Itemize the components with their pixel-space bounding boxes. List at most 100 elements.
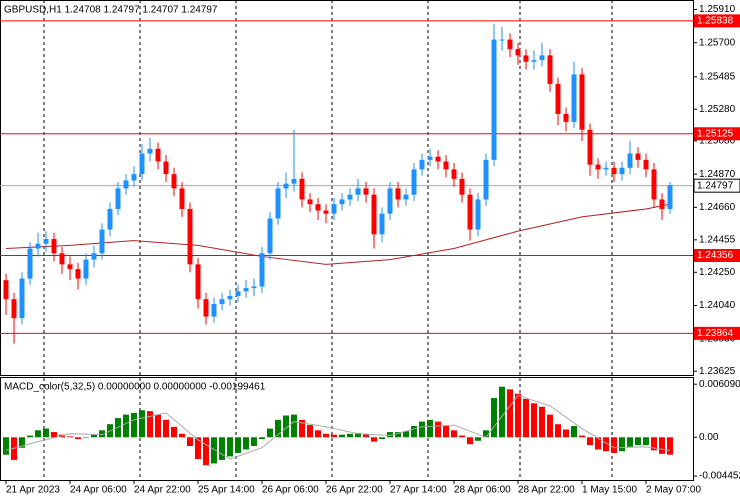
macd-bar xyxy=(235,437,241,453)
candle-body xyxy=(595,164,601,170)
candle-body xyxy=(19,278,25,319)
macd-bar xyxy=(251,437,257,446)
y-tick-label: 1.25910 xyxy=(699,4,736,15)
candle-body xyxy=(363,188,369,195)
macd-bar xyxy=(51,432,57,438)
candle-body xyxy=(211,303,217,317)
candle-body xyxy=(611,167,617,175)
candle-body xyxy=(123,180,129,189)
macd-bar xyxy=(595,437,601,450)
macd-bar xyxy=(139,410,145,438)
level-tag xyxy=(694,326,740,340)
candle-body xyxy=(467,194,473,230)
x-tick-label: 28 Apr 06:00 xyxy=(454,485,511,496)
macd-signal xyxy=(5,394,671,460)
last-price-label: 1.24797 xyxy=(697,180,734,191)
macd-bar xyxy=(171,426,177,438)
macd-bar xyxy=(483,430,489,438)
candle-body xyxy=(11,299,17,319)
macd-bar xyxy=(307,425,313,438)
moving-average xyxy=(5,203,671,265)
macd-bar xyxy=(83,437,89,438)
macd-bar xyxy=(291,414,297,438)
candle-body xyxy=(27,248,33,279)
candle-body xyxy=(235,291,241,297)
y-tick-label: 1.24870 xyxy=(699,169,736,180)
macd-bar xyxy=(19,437,25,448)
macd-bar xyxy=(227,437,233,457)
macd-bar xyxy=(131,412,137,438)
x-tick-label: 21 Apr 2023 xyxy=(6,485,60,496)
candle-body xyxy=(547,55,553,84)
macd-bar xyxy=(563,429,569,438)
candle-body xyxy=(659,199,665,209)
x-tick-label: 26 Apr 06:00 xyxy=(262,485,319,496)
macd-bar xyxy=(35,430,41,438)
macd-bar xyxy=(347,433,353,438)
candle-body xyxy=(499,39,505,41)
candle-body xyxy=(515,49,521,56)
candle-body xyxy=(3,280,9,300)
macd-bar xyxy=(67,436,73,438)
candle-body xyxy=(563,113,569,122)
y-tick-label: 1.24040 xyxy=(699,300,736,311)
macd-bar xyxy=(259,437,265,440)
candle-body xyxy=(283,183,289,189)
candle-body xyxy=(251,286,257,289)
candle-body xyxy=(387,188,393,214)
macd-bar xyxy=(651,437,657,451)
candle-body xyxy=(483,159,489,200)
macd-bar xyxy=(491,398,497,438)
y-tick-label: 1.24660 xyxy=(699,202,736,213)
macd-bar xyxy=(379,437,385,440)
macd-bar xyxy=(435,421,441,438)
macd-bar xyxy=(155,414,161,438)
macd-bar xyxy=(667,437,673,455)
macd-bar xyxy=(299,419,305,438)
candle-body xyxy=(419,159,425,170)
candle-body xyxy=(35,243,41,249)
y-tick-label: 1.25700 xyxy=(699,37,736,48)
macd-bar xyxy=(275,419,281,438)
candle-body xyxy=(195,264,201,300)
level-label: 1.23864 xyxy=(697,328,734,339)
macd-bar xyxy=(91,434,97,438)
macd-bar xyxy=(387,432,393,438)
macd-bar xyxy=(603,437,609,452)
macd-bar xyxy=(203,437,209,466)
candle-body xyxy=(355,188,361,195)
candle-body xyxy=(243,288,249,292)
macd-bar xyxy=(315,430,321,438)
macd-bar xyxy=(659,437,665,454)
macd-bar xyxy=(619,437,625,452)
macd-bar xyxy=(403,431,409,438)
macd-bar xyxy=(419,421,425,438)
macd-bar xyxy=(587,437,593,446)
candle-body xyxy=(219,299,225,304)
level-label: 1.25838 xyxy=(697,16,734,27)
vertical-grid xyxy=(43,0,613,480)
candle-body xyxy=(323,210,329,214)
macd-bar xyxy=(515,393,521,438)
macd-bar xyxy=(427,419,433,438)
macd-bar xyxy=(499,386,505,438)
candle-body xyxy=(59,253,65,265)
macd-bar xyxy=(123,414,129,438)
candle-body xyxy=(531,60,537,62)
y-tick-label: 1.25280 xyxy=(699,104,736,115)
macd-bar xyxy=(179,433,185,438)
macd-bar xyxy=(27,435,33,438)
macd-bar xyxy=(451,430,457,438)
candle-body xyxy=(539,55,545,61)
level-label: 1.24356 xyxy=(697,250,734,261)
level-label: 1.25125 xyxy=(697,128,734,139)
y-tick-label: 1.25485 xyxy=(699,71,736,82)
macd-bar xyxy=(283,415,289,438)
candle-body xyxy=(571,74,577,122)
candle-body xyxy=(339,199,345,205)
y-tick-label: 1.23625 xyxy=(699,366,736,377)
macd-bar xyxy=(459,435,465,438)
candle-body xyxy=(163,161,169,175)
macd-bar xyxy=(339,434,345,438)
macd-bar xyxy=(267,428,273,438)
